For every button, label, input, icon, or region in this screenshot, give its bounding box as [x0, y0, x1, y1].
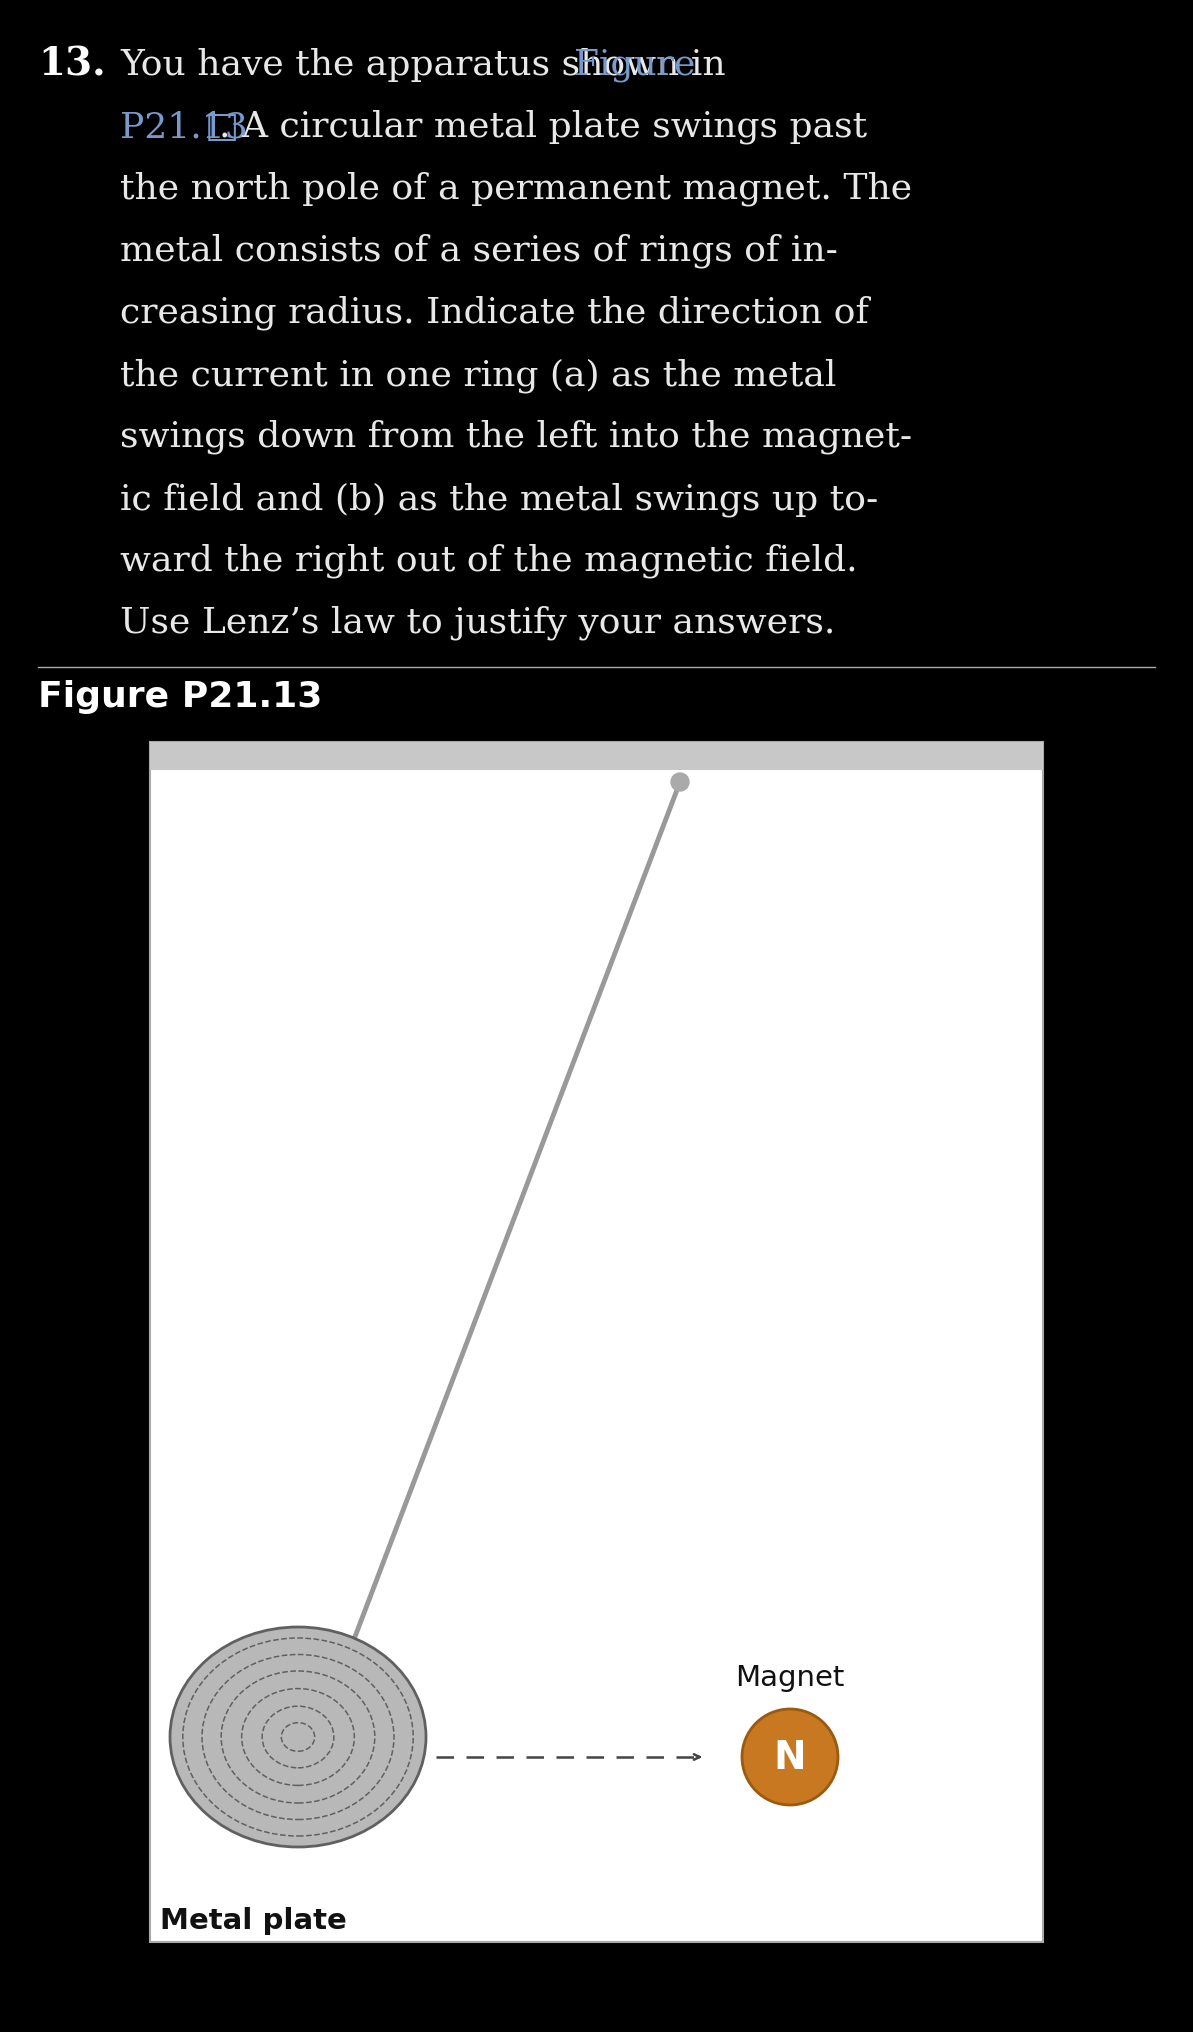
Text: Magnet: Magnet [735, 1662, 845, 1691]
Text: swings down from the left into the magnet-: swings down from the left into the magne… [120, 421, 913, 455]
Text: P21.13: P21.13 [120, 110, 248, 144]
Text: Figure P21.13: Figure P21.13 [38, 679, 322, 713]
Text: Metal plate: Metal plate [160, 1906, 347, 1934]
Text: . A circular metal plate swings past: . A circular metal plate swings past [220, 110, 867, 144]
Text: the north pole of a permanent magnet. The: the north pole of a permanent magnet. Th… [120, 173, 913, 207]
Ellipse shape [169, 1628, 426, 1847]
Text: ward the right out of the magnetic field.: ward the right out of the magnetic field… [120, 545, 858, 579]
Bar [150, 742, 1043, 1943]
Text: Figure: Figure [574, 49, 696, 81]
Text: metal consists of a series of rings of in-: metal consists of a series of rings of i… [120, 234, 837, 268]
Text: 13.: 13. [38, 45, 106, 83]
Bar [150, 742, 1043, 770]
Text: ic field and (b) as the metal swings up to-: ic field and (b) as the metal swings up … [120, 482, 878, 516]
Text: creasing radius. Indicate the direction of: creasing radius. Indicate the direction … [120, 297, 869, 331]
Text: Use Lenz’s law to justify your answers.: Use Lenz’s law to justify your answers. [120, 606, 835, 640]
Text: the current in one ring (a) as the metal: the current in one ring (a) as the metal [120, 358, 836, 392]
Text: N: N [774, 1737, 806, 1776]
Circle shape [742, 1709, 837, 1804]
Circle shape [670, 774, 690, 792]
Text: You have the apparatus shown in: You have the apparatus shown in [120, 49, 737, 81]
Text: □: □ [205, 110, 240, 144]
